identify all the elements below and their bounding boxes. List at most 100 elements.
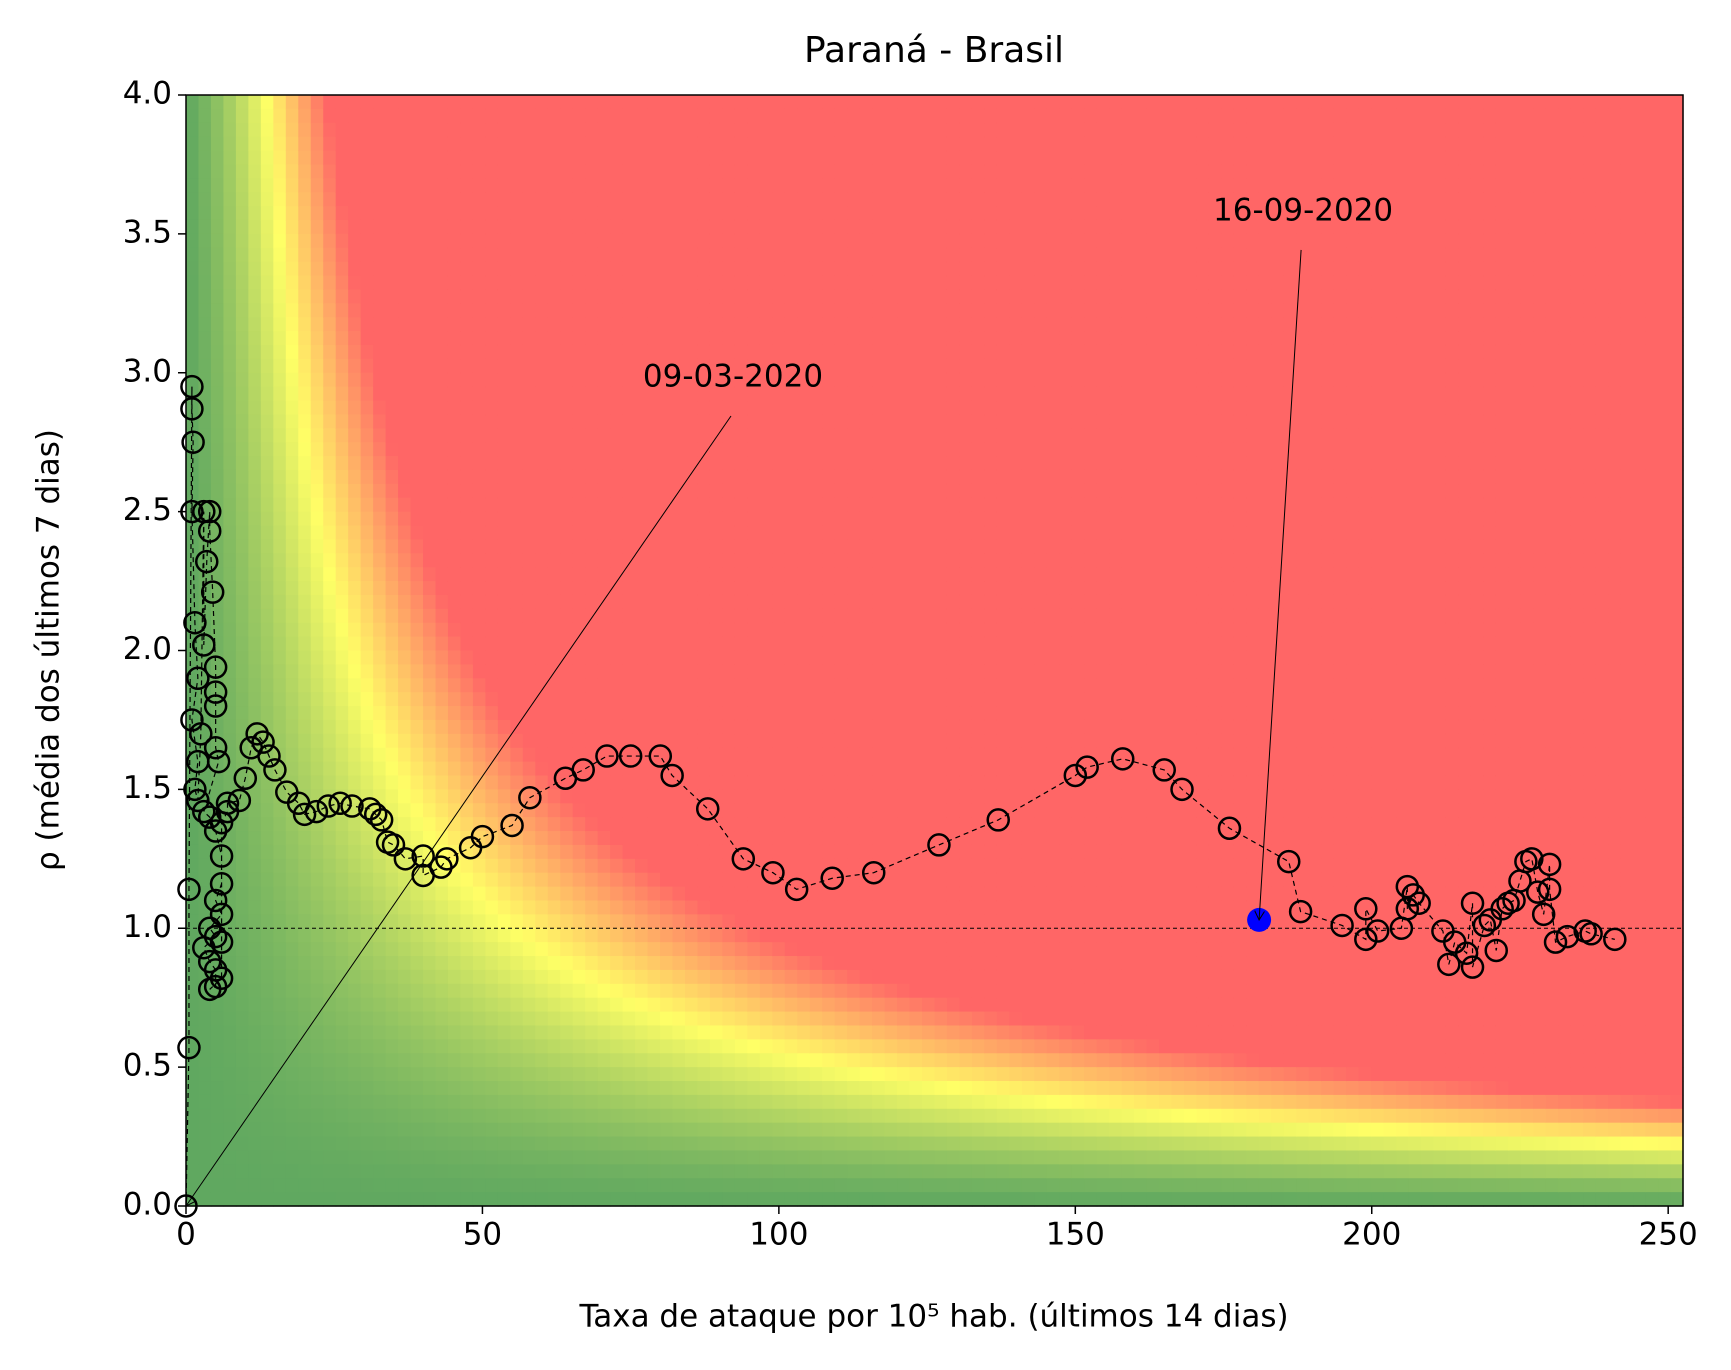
heatmap-cell [685,831,699,846]
heatmap-cell [535,219,549,235]
heatmap-cell [884,608,898,624]
heatmap-cell [709,594,724,610]
heatmap-cell [660,678,674,693]
heatmap-cell [223,594,237,610]
heatmap-cell [560,386,574,402]
heatmap-cell [884,803,898,818]
heatmap-cell [522,261,536,277]
heatmap-cell [186,1081,200,1096]
heatmap-cell [285,247,299,263]
heatmap-cell [373,775,387,790]
heatmap-cell [385,275,399,291]
heatmap-cell [522,511,536,527]
heatmap-cell [897,456,911,471]
heatmap-cell [759,178,773,193]
heatmap-cell [610,1053,624,1068]
heatmap-cell [872,233,886,249]
heatmap-cell [210,386,225,402]
heatmap-cell [610,1150,624,1165]
heatmap-cell [447,956,462,971]
heatmap-cell [697,622,711,638]
heatmap-cell [822,275,836,291]
heatmap-cell [522,164,536,179]
heatmap-cell [897,372,911,388]
heatmap-cell [834,344,848,360]
heatmap-cell [385,1011,399,1027]
heatmap-cell [610,900,624,915]
heatmap-cell [585,706,599,721]
heatmap-cell [186,969,200,985]
heatmap-cell [585,1178,599,1193]
heatmap-cell [722,817,736,832]
heatmap-cell [784,844,798,860]
heatmap-cell [946,1136,961,1152]
heatmap-cell [797,192,811,207]
heatmap-cell [323,497,337,513]
heatmap-cell [447,469,462,485]
heatmap-cell [298,594,312,610]
heatmap-cell [610,150,624,166]
heatmap-cell [734,456,748,471]
heatmap-cell [348,706,362,721]
heatmap-cell [809,692,823,707]
heatmap-cell [859,233,873,249]
heatmap-cell [610,1081,624,1096]
heatmap-cell [360,706,374,721]
heatmap-cell [447,483,462,499]
heatmap-cell [273,803,287,818]
heatmap-cell [660,192,674,207]
heatmap-cell [922,1067,936,1082]
heatmap-cell [398,928,412,943]
heatmap-cell [784,178,798,193]
heatmap-cell [672,192,686,207]
heatmap-cell [847,844,861,860]
heatmap-cell [460,483,474,499]
heatmap-cell [759,594,773,610]
heatmap-cell [547,261,561,277]
heatmap-cell [697,219,711,235]
heatmap-cell [485,983,499,999]
heatmap-cell [635,956,649,971]
heatmap-cell [872,1053,886,1068]
heatmap-cell [522,1178,536,1193]
heatmap-cell [622,1150,636,1165]
heatmap-cell [248,136,262,152]
heatmap-cell [535,1094,549,1110]
heatmap-cell [834,789,848,804]
heatmap-cell [373,344,387,360]
heatmap-cell [872,164,886,179]
heatmap-cell [772,164,786,179]
heatmap-cell [385,261,399,277]
heatmap-cell [635,219,649,235]
heatmap-cell [809,831,823,846]
heatmap-cell [522,747,536,763]
heatmap-cell [759,497,773,513]
heatmap-cell [834,1108,848,1124]
heatmap-cell [410,164,424,179]
heatmap-cell [809,747,823,763]
heatmap-cell [522,1164,536,1179]
heatmap-cell [260,1011,274,1027]
heatmap-cell [410,567,424,582]
heatmap-cell [747,525,761,540]
heatmap-cell [298,456,312,471]
heatmap-cell [348,206,362,221]
heatmap-cell [273,1025,287,1040]
heatmap-cell [822,428,836,443]
heatmap-cell [610,844,624,860]
heatmap-cell [572,511,586,527]
heatmap-cell [884,1150,898,1165]
heatmap-cell [610,872,624,888]
heatmap-cell [186,983,200,999]
heatmap-cell [934,95,948,110]
heatmap-cell [859,206,873,221]
heatmap-cell [348,1094,362,1110]
heatmap-cell [797,664,811,679]
heatmap-cell [510,95,524,110]
heatmap-cell [722,747,736,763]
heatmap-cell [472,872,486,888]
heatmap-cell [260,844,274,860]
heatmap-cell [323,400,337,416]
heatmap-cell [959,553,973,568]
heatmap-cell [235,1039,249,1054]
